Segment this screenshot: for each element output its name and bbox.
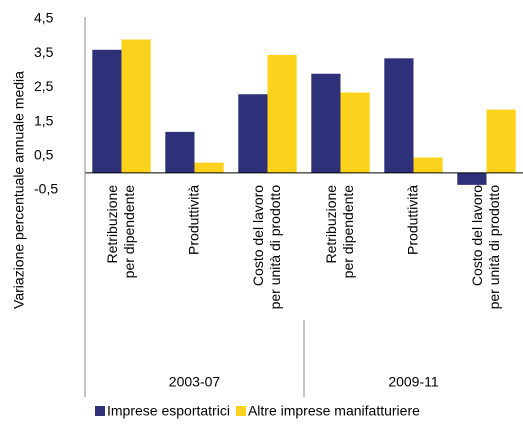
y-tick-label: 0,5 bbox=[34, 147, 54, 163]
x-tick-label-line: per dipendente bbox=[121, 185, 137, 279]
legend-swatch bbox=[95, 406, 105, 416]
legend-label: Altre imprese manifatturiere bbox=[248, 403, 420, 419]
group-label: 2009-11 bbox=[388, 374, 439, 390]
bar bbox=[165, 131, 195, 173]
y-tick-label: -0,5 bbox=[34, 181, 58, 197]
x-tick-label: Costo del lavoroper unità di prodotto bbox=[250, 185, 283, 310]
y-axis-label: Variazione percentuale annuale media bbox=[11, 71, 27, 309]
x-tick-label-line: Produttività bbox=[185, 185, 201, 255]
bar bbox=[194, 162, 224, 173]
bar bbox=[92, 49, 122, 173]
y-tick-label: 1,5 bbox=[34, 112, 54, 128]
bar bbox=[267, 54, 297, 173]
x-tick-label-line: Produttività bbox=[404, 185, 420, 255]
y-tick-label: 3,5 bbox=[34, 44, 54, 60]
bar bbox=[384, 58, 414, 173]
x-tick-label-line: Costo del lavoro bbox=[469, 185, 485, 286]
x-tick-label: Retribuzioneper dipendente bbox=[104, 185, 137, 279]
bar bbox=[121, 39, 151, 173]
x-tick-label-line: per unità di prodotto bbox=[486, 185, 502, 310]
bar bbox=[413, 157, 443, 173]
bar bbox=[238, 94, 268, 173]
y-tick-label: 4,5 bbox=[34, 10, 54, 26]
x-tick-label: Produttività bbox=[185, 185, 201, 255]
x-tick-label-line: per dipendente bbox=[340, 185, 356, 279]
legend-swatch bbox=[235, 406, 246, 416]
x-tick-label: Produttività bbox=[404, 185, 420, 255]
y-tick-label: 2,5 bbox=[34, 78, 54, 94]
bar bbox=[486, 109, 516, 173]
bar bbox=[311, 73, 341, 173]
x-tick-label: Retribuzioneper dipendente bbox=[323, 185, 356, 279]
x-tick-label-line: Retribuzione bbox=[323, 185, 339, 264]
x-tick-label-line: per unità di prodotto bbox=[267, 185, 283, 310]
group-label: 2003-07 bbox=[169, 374, 221, 390]
x-tick-label-line: Costo del lavoro bbox=[250, 185, 266, 286]
bar bbox=[340, 92, 370, 173]
bar bbox=[457, 172, 487, 185]
x-tick-label-line: Retribuzione bbox=[104, 185, 120, 264]
legend-label: Imprese esportatrici bbox=[107, 403, 230, 419]
x-tick-label: Costo del lavoroper unità di prodotto bbox=[469, 185, 502, 310]
